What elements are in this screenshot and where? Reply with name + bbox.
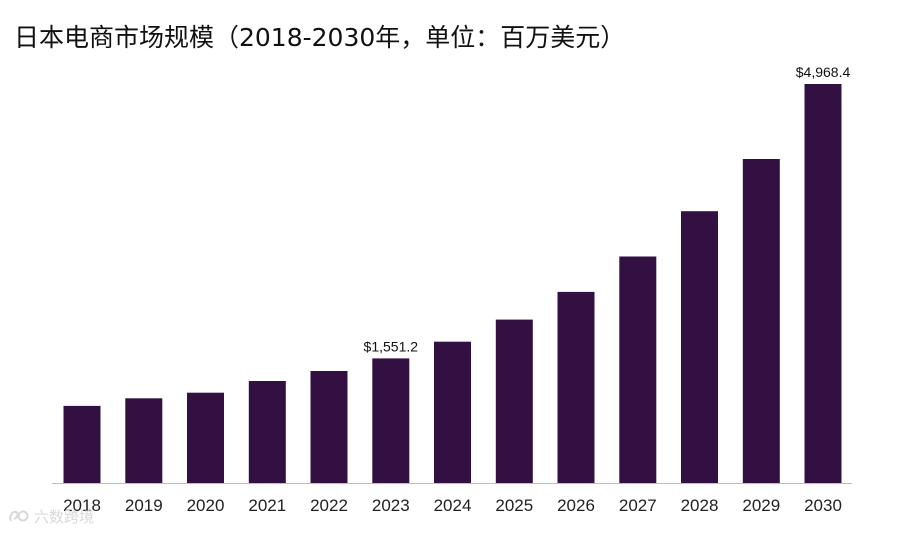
x-tick-label: 2029 xyxy=(742,496,780,515)
data-label-2023: $1,551.2 xyxy=(364,338,419,354)
x-tick-label: 2028 xyxy=(681,496,719,515)
x-tick-labels: 2018 2019 2020 2021 2022 2023 2024 2025 2026 2027… xyxy=(63,496,842,515)
x-tick-label: 2018 xyxy=(63,496,101,515)
logo-icon xyxy=(9,510,29,522)
bar-2028 xyxy=(681,211,718,483)
data-labels: $1,551.2 $4,968.4 xyxy=(364,64,851,354)
watermark: 六数跨境 xyxy=(8,506,94,527)
x-tick-label: 2027 xyxy=(619,496,657,515)
watermark-text: 六数跨境 xyxy=(34,508,95,526)
bar-2030 xyxy=(804,84,842,483)
x-tick-label: 2024 xyxy=(434,496,472,515)
bar-2026 xyxy=(557,291,595,483)
data-label-2030: $4,968.4 xyxy=(796,64,851,80)
x-tick-label: 2020 xyxy=(187,496,225,515)
bar-2029 xyxy=(742,159,780,483)
bar-2023 xyxy=(372,358,410,483)
chart-title: 日本电商市场规模（2018-2030年，单位：百万美元） xyxy=(14,23,626,52)
bar-2021 xyxy=(248,381,286,483)
x-tick-label: 2030 xyxy=(804,496,842,515)
bar-2027 xyxy=(619,256,657,483)
bar-2018 xyxy=(63,405,101,483)
x-tick-label: 2021 xyxy=(248,496,286,515)
bars-group xyxy=(63,84,842,483)
x-tick-label: 2019 xyxy=(125,496,163,515)
bar-2020 xyxy=(187,392,224,483)
bar-2025 xyxy=(495,319,533,483)
x-tick-label: 2026 xyxy=(557,496,595,515)
x-tick-label: 2025 xyxy=(495,496,533,515)
x-tick-label: 2022 xyxy=(310,496,348,515)
bar-2019 xyxy=(125,398,163,483)
x-tick-label: 2023 xyxy=(372,496,410,515)
bar-2022 xyxy=(310,371,348,483)
bar-2024 xyxy=(434,341,471,483)
